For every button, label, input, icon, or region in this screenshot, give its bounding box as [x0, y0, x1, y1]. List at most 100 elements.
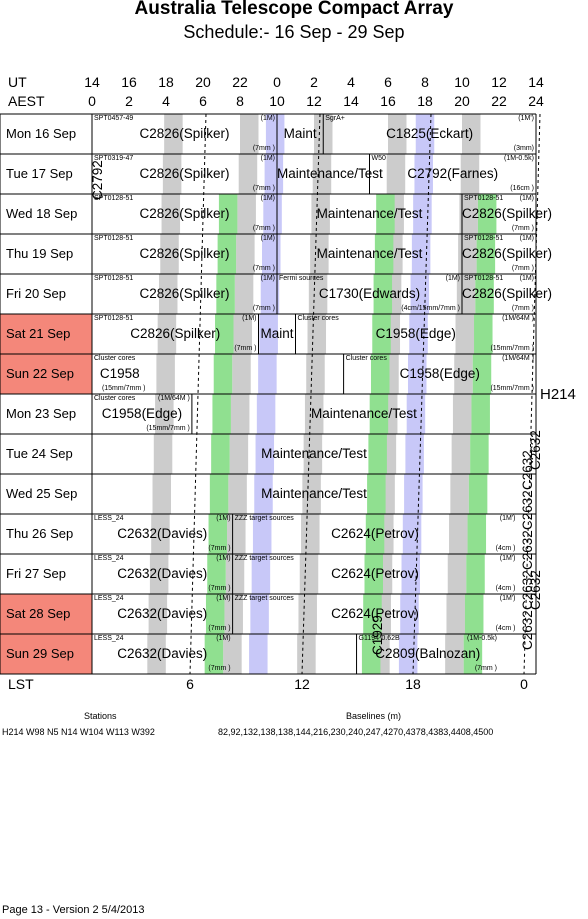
stations-heading: Stations	[84, 711, 117, 721]
block-source-label: ZZZ target sources	[234, 595, 294, 602]
night-band	[446, 594, 465, 634]
night-band	[161, 194, 181, 234]
block-title: Maintenance/Test	[261, 486, 367, 501]
block-source-label: SgrA+	[325, 115, 345, 122]
aest-tick-label: 18	[417, 93, 433, 109]
block-title: C2826(Spilker)	[462, 246, 553, 261]
block-source-label: ZZZ target sources	[234, 555, 294, 562]
block-title: C2624(Petrov)	[331, 526, 419, 541]
block-array-label: (1M)	[260, 235, 275, 242]
twilight-band	[265, 114, 285, 154]
green-band	[364, 554, 384, 594]
green-band	[477, 194, 497, 234]
day-label: Wed 18 Sep	[6, 206, 78, 221]
block-array-label: (1M)	[242, 315, 257, 322]
block-title: C1958	[99, 366, 140, 381]
block-title: C1730(Edwards)	[318, 286, 421, 301]
night-band	[147, 634, 166, 674]
night-band	[456, 274, 476, 314]
block-title: Maint	[260, 326, 294, 341]
twilight-band	[402, 514, 422, 554]
page-subtitle: Schedule:- 16 Sep - 29 Sep	[183, 22, 405, 42]
block-source-label: SPT0128-51	[464, 195, 504, 202]
ut-tick-label: 14	[528, 74, 544, 90]
ut-tick-label: 8	[421, 74, 429, 90]
twilight-band	[251, 554, 271, 594]
block-title: C2632(Davies)	[117, 606, 208, 621]
green-band	[217, 234, 237, 274]
night-band	[225, 554, 245, 594]
twilight-band	[258, 354, 277, 394]
vertical-project-label: C2632	[528, 570, 543, 610]
green-band	[471, 394, 490, 434]
block-array-label: (1M)	[216, 555, 231, 562]
block-source-label: Cluster cores	[94, 355, 136, 362]
block-band-label: (7mm )	[208, 545, 231, 552]
aest-tick-label: 20	[454, 93, 470, 109]
block-band-label: (3mm)	[513, 145, 534, 152]
day-label: Thu 19 Sep	[6, 246, 74, 261]
aest-tick-label: 12	[306, 93, 322, 109]
aest-tick-label: 22	[491, 93, 507, 109]
block-band-label: (4cm )	[495, 545, 516, 552]
twilight-band	[406, 394, 426, 434]
vertical-project-label: C2632	[520, 530, 535, 570]
night-band	[386, 154, 406, 194]
night-band	[237, 194, 256, 234]
green-band	[466, 554, 485, 594]
block-title: C2632(Davies)	[117, 566, 208, 581]
twilight-band	[414, 154, 433, 194]
lst-tick-label: 12	[294, 676, 310, 692]
block-source-label: SPT0457-49	[94, 115, 134, 122]
green-band	[365, 514, 385, 554]
day-label: Sat 28 Sep	[6, 606, 71, 621]
green-band	[215, 314, 234, 354]
green-band	[213, 354, 233, 394]
green-band	[470, 434, 489, 474]
weekend-highlight	[0, 594, 92, 634]
weekend-highlight	[0, 634, 92, 674]
lst-tick-label: 6	[186, 676, 194, 692]
green-band	[211, 434, 230, 474]
green-band	[216, 274, 235, 314]
green-band	[205, 594, 225, 634]
block-array-label: (1M)	[260, 115, 275, 122]
aest-tick-label: 24	[528, 93, 544, 109]
night-band	[158, 274, 178, 314]
day-label: Thu 26 Sep	[6, 526, 74, 541]
block-source-label: SPT0128-51	[464, 275, 504, 282]
green-band	[376, 194, 395, 234]
block-array-label: (1M')	[499, 595, 516, 602]
ut-tick-label: 22	[232, 74, 248, 90]
night-band	[306, 354, 325, 394]
day-label: Fri 27 Sep	[6, 566, 66, 581]
ut-tick-label: 12	[491, 74, 507, 90]
block-array-label: (1M')	[499, 515, 516, 522]
block-band-label: (7mm )	[252, 225, 275, 232]
aest-tick-label: 4	[162, 93, 170, 109]
night-band	[229, 434, 249, 474]
block-band-label: (7mm )	[511, 265, 534, 272]
block-source-label: SPT0128-51	[94, 235, 134, 242]
block-array-label: (1M)	[260, 275, 275, 282]
block-title: C2826(Spilker)	[462, 206, 553, 221]
green-band	[368, 434, 387, 474]
night-band	[299, 554, 319, 594]
block-source-label: SPT0128-51	[94, 195, 134, 202]
block-array-label: (1M/64M )	[157, 395, 190, 402]
block-title: C2632(Davies)	[117, 646, 208, 661]
block-source-label: SPT0319-47	[94, 155, 134, 162]
night-band	[224, 594, 243, 634]
green-band	[204, 634, 224, 674]
block-title: Maint	[283, 126, 317, 141]
block-array-label: (1M)	[519, 275, 534, 282]
aest-tick-label: 0	[88, 93, 96, 109]
aest-tick-label: 8	[236, 93, 244, 109]
block-source-label: G1194-0.62B	[358, 635, 400, 642]
green-band	[218, 194, 238, 234]
night-band	[232, 354, 251, 394]
night-band	[148, 594, 168, 634]
day-label: Tue 24 Sep	[6, 446, 73, 461]
night-band	[460, 154, 480, 194]
block-band-label: (4cm/15mm/7mm )	[401, 305, 460, 312]
